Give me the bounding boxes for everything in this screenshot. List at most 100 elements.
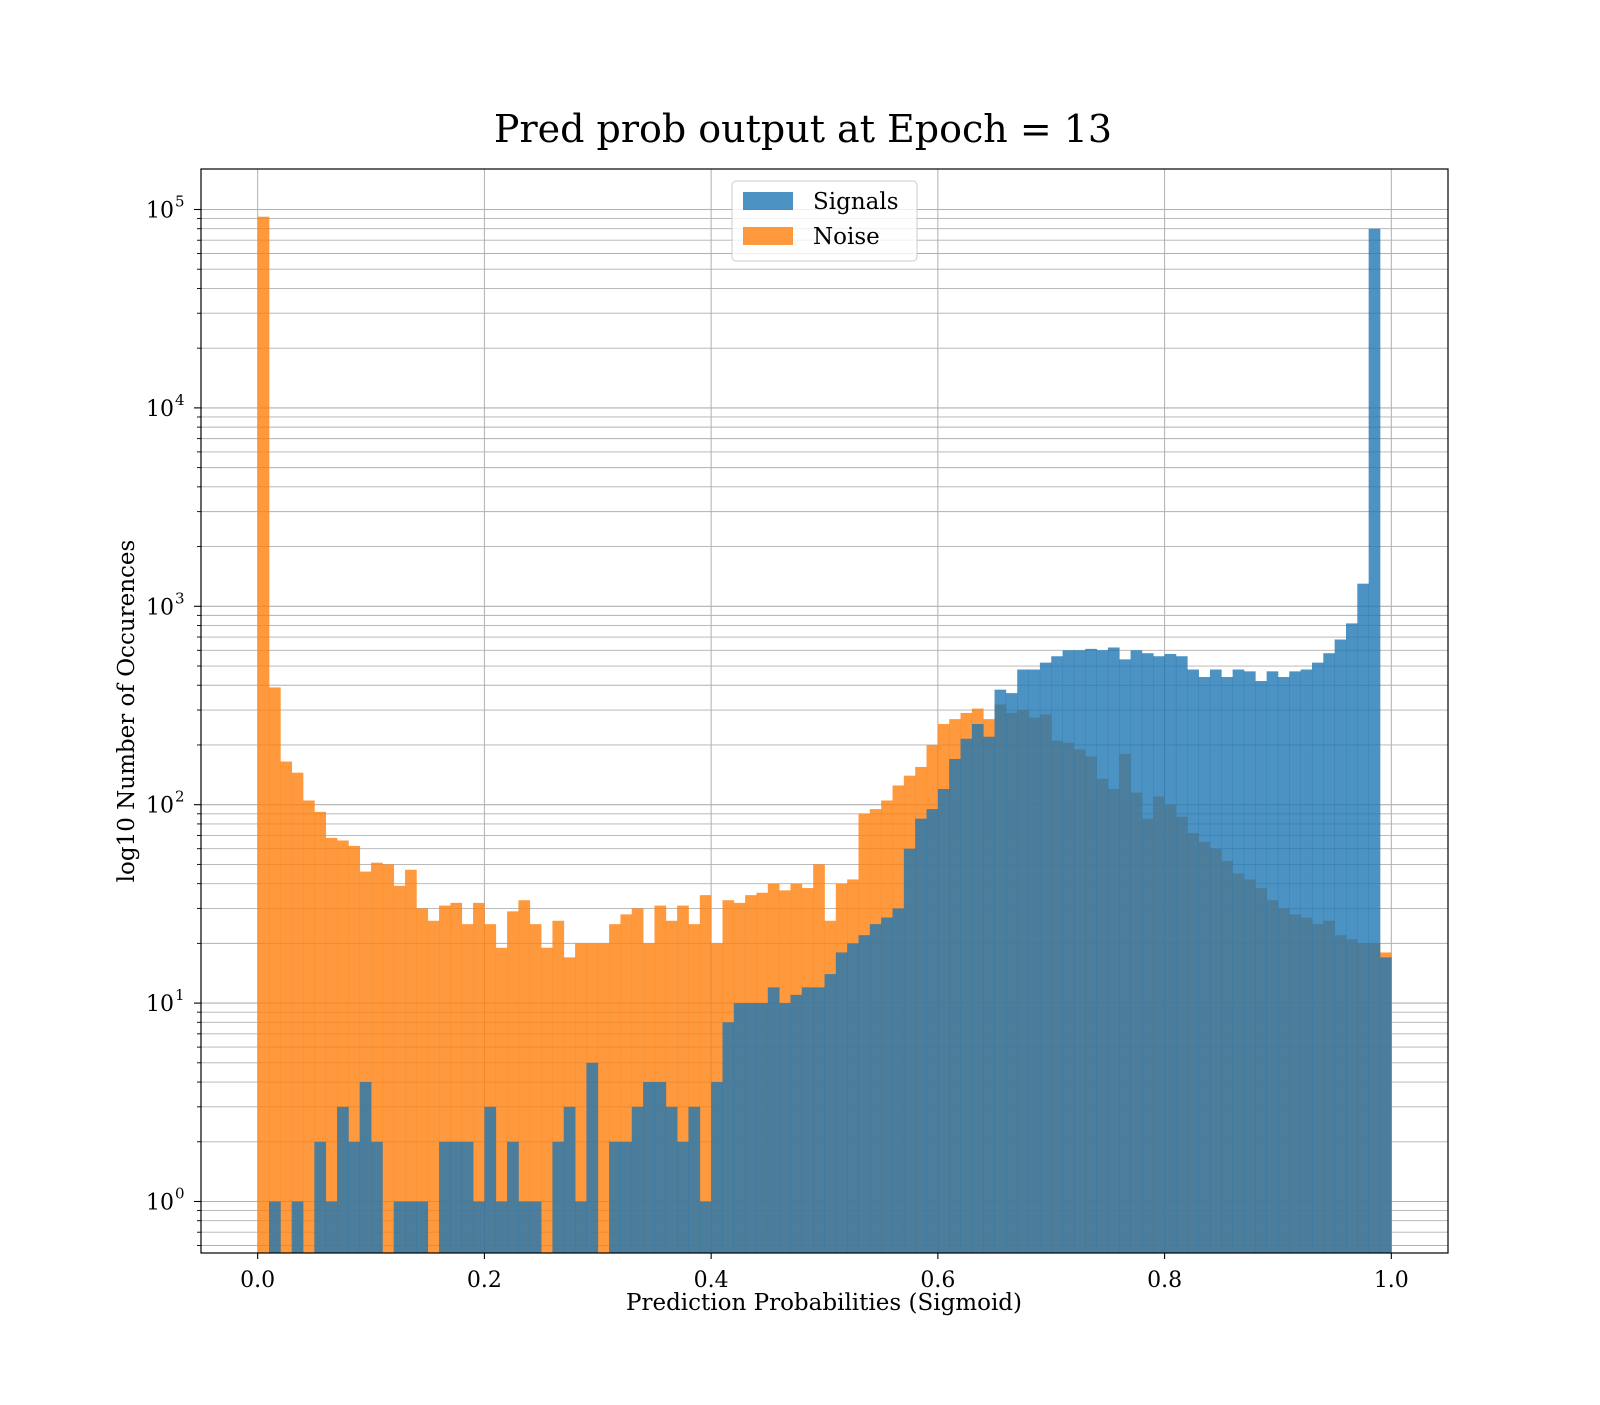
y-tick-label: 10 [146, 397, 174, 422]
noise-bar [518, 900, 531, 1253]
signals-bar [348, 1141, 361, 1253]
signals-bar [926, 809, 939, 1253]
noise-bar [631, 908, 644, 1253]
signals-bar [269, 1201, 281, 1253]
signals-bar [688, 1106, 701, 1253]
signals-bar [1209, 669, 1222, 1253]
signal-bars [269, 228, 1392, 1253]
noise-bar [529, 924, 542, 1253]
x-axis: 0.0 0.2 0.4 0.6 0.8 1.0 [240, 1253, 1409, 1293]
signals-bar [1107, 647, 1120, 1253]
signals-bar [291, 1201, 304, 1253]
noise-bar [609, 924, 621, 1253]
signals-bar [1119, 659, 1131, 1253]
signals-bar [835, 952, 848, 1253]
signals-bar [869, 924, 882, 1253]
signals-bar [405, 1201, 417, 1253]
signals-bar [1357, 583, 1369, 1253]
signals-bar [325, 1201, 338, 1253]
signals-bar [1005, 693, 1018, 1253]
y-tick-exponent: 2 [175, 788, 185, 806]
noise-bar [654, 905, 667, 1253]
signals-bar [359, 1082, 372, 1253]
signals-bar [937, 788, 950, 1253]
noise-bar [280, 761, 293, 1253]
signals-bar [1062, 650, 1075, 1253]
noise-bar [575, 943, 587, 1253]
noise-bar [461, 924, 474, 1253]
x-axis-label: Prediction Probabilities (Sigmoid) [626, 1290, 1022, 1316]
y-tick-exponent: 1 [175, 986, 185, 1004]
signals-bar [779, 1003, 791, 1253]
signals-bar [733, 1003, 746, 1253]
signals-bar [1334, 639, 1347, 1253]
signals-bar [949, 758, 961, 1253]
signals-bar [1153, 656, 1165, 1253]
signals-bar [1221, 677, 1233, 1253]
signals-bar [552, 1141, 565, 1253]
noise-bar [303, 800, 315, 1253]
noise-bar [314, 811, 327, 1253]
y-tick-label: 10 [146, 794, 174, 819]
signals-bar [416, 1201, 429, 1253]
signals-bar [1039, 662, 1052, 1253]
signals-bar [529, 1201, 542, 1253]
noise-bar [439, 905, 451, 1253]
y-tick-exponent: 5 [175, 192, 185, 210]
signals-bar [1073, 650, 1086, 1253]
signals-bar [575, 1201, 587, 1253]
signals-bar [915, 818, 927, 1253]
x-tick-label: 0.6 [920, 1268, 955, 1293]
signals-bar [1323, 653, 1335, 1253]
signals-bar [767, 987, 780, 1253]
plot-frame [200, 168, 1449, 1254]
signals-bar [858, 935, 871, 1253]
signals-bar [495, 1201, 508, 1253]
signals-bar [881, 917, 893, 1253]
signals-bar [677, 1141, 689, 1253]
noise-bar [450, 902, 463, 1253]
signals-bar [1232, 669, 1245, 1253]
noise-bar [495, 947, 508, 1253]
y-tick-exponent: 4 [175, 391, 185, 409]
signals-bar [790, 994, 803, 1253]
signals-bar [801, 987, 814, 1253]
y-tick-exponent: 0 [175, 1184, 185, 1202]
signals-bar [1141, 653, 1154, 1253]
signals-bar [1164, 653, 1177, 1253]
x-tick-label: 0.4 [694, 1268, 729, 1293]
y-axis-label: log10 Number of Occurences [114, 540, 140, 883]
signals-bar [960, 738, 973, 1253]
legend-swatch-noise [743, 227, 793, 245]
signals-bar [722, 1022, 735, 1253]
signals-bar [1311, 662, 1324, 1253]
y-tick-exponent: 3 [175, 589, 185, 607]
signals-bar [393, 1201, 406, 1253]
signals-bar [699, 1201, 712, 1253]
signals-bar [563, 1106, 576, 1253]
signals-bar [1243, 671, 1256, 1253]
noise-bar [405, 869, 417, 1253]
signals-bar [824, 974, 837, 1253]
signals-bar [631, 1106, 644, 1253]
signals-bar [461, 1141, 474, 1253]
noise-bar [665, 920, 678, 1253]
noise-bar [677, 905, 689, 1253]
y-tick-label: 10 [146, 992, 174, 1017]
noise-bar [393, 885, 406, 1253]
noise-bar [325, 837, 338, 1253]
signals-bar [971, 724, 984, 1253]
signals-bar [1255, 681, 1267, 1253]
signals-bar [371, 1141, 383, 1253]
chart-title: Pred prob output at Epoch = 13 [494, 107, 1112, 151]
legend-swatch-signals [743, 192, 793, 210]
signals-bar [711, 1082, 723, 1253]
signals-bar [654, 1082, 667, 1253]
signals-bar [1130, 650, 1143, 1253]
signals-bar [1277, 677, 1290, 1253]
noise-bar [416, 908, 429, 1253]
legend: Signals Noise [731, 180, 918, 262]
x-tick-label: 0.8 [1147, 1268, 1182, 1293]
noise-bar [507, 911, 519, 1253]
signals-bar [665, 1106, 678, 1253]
